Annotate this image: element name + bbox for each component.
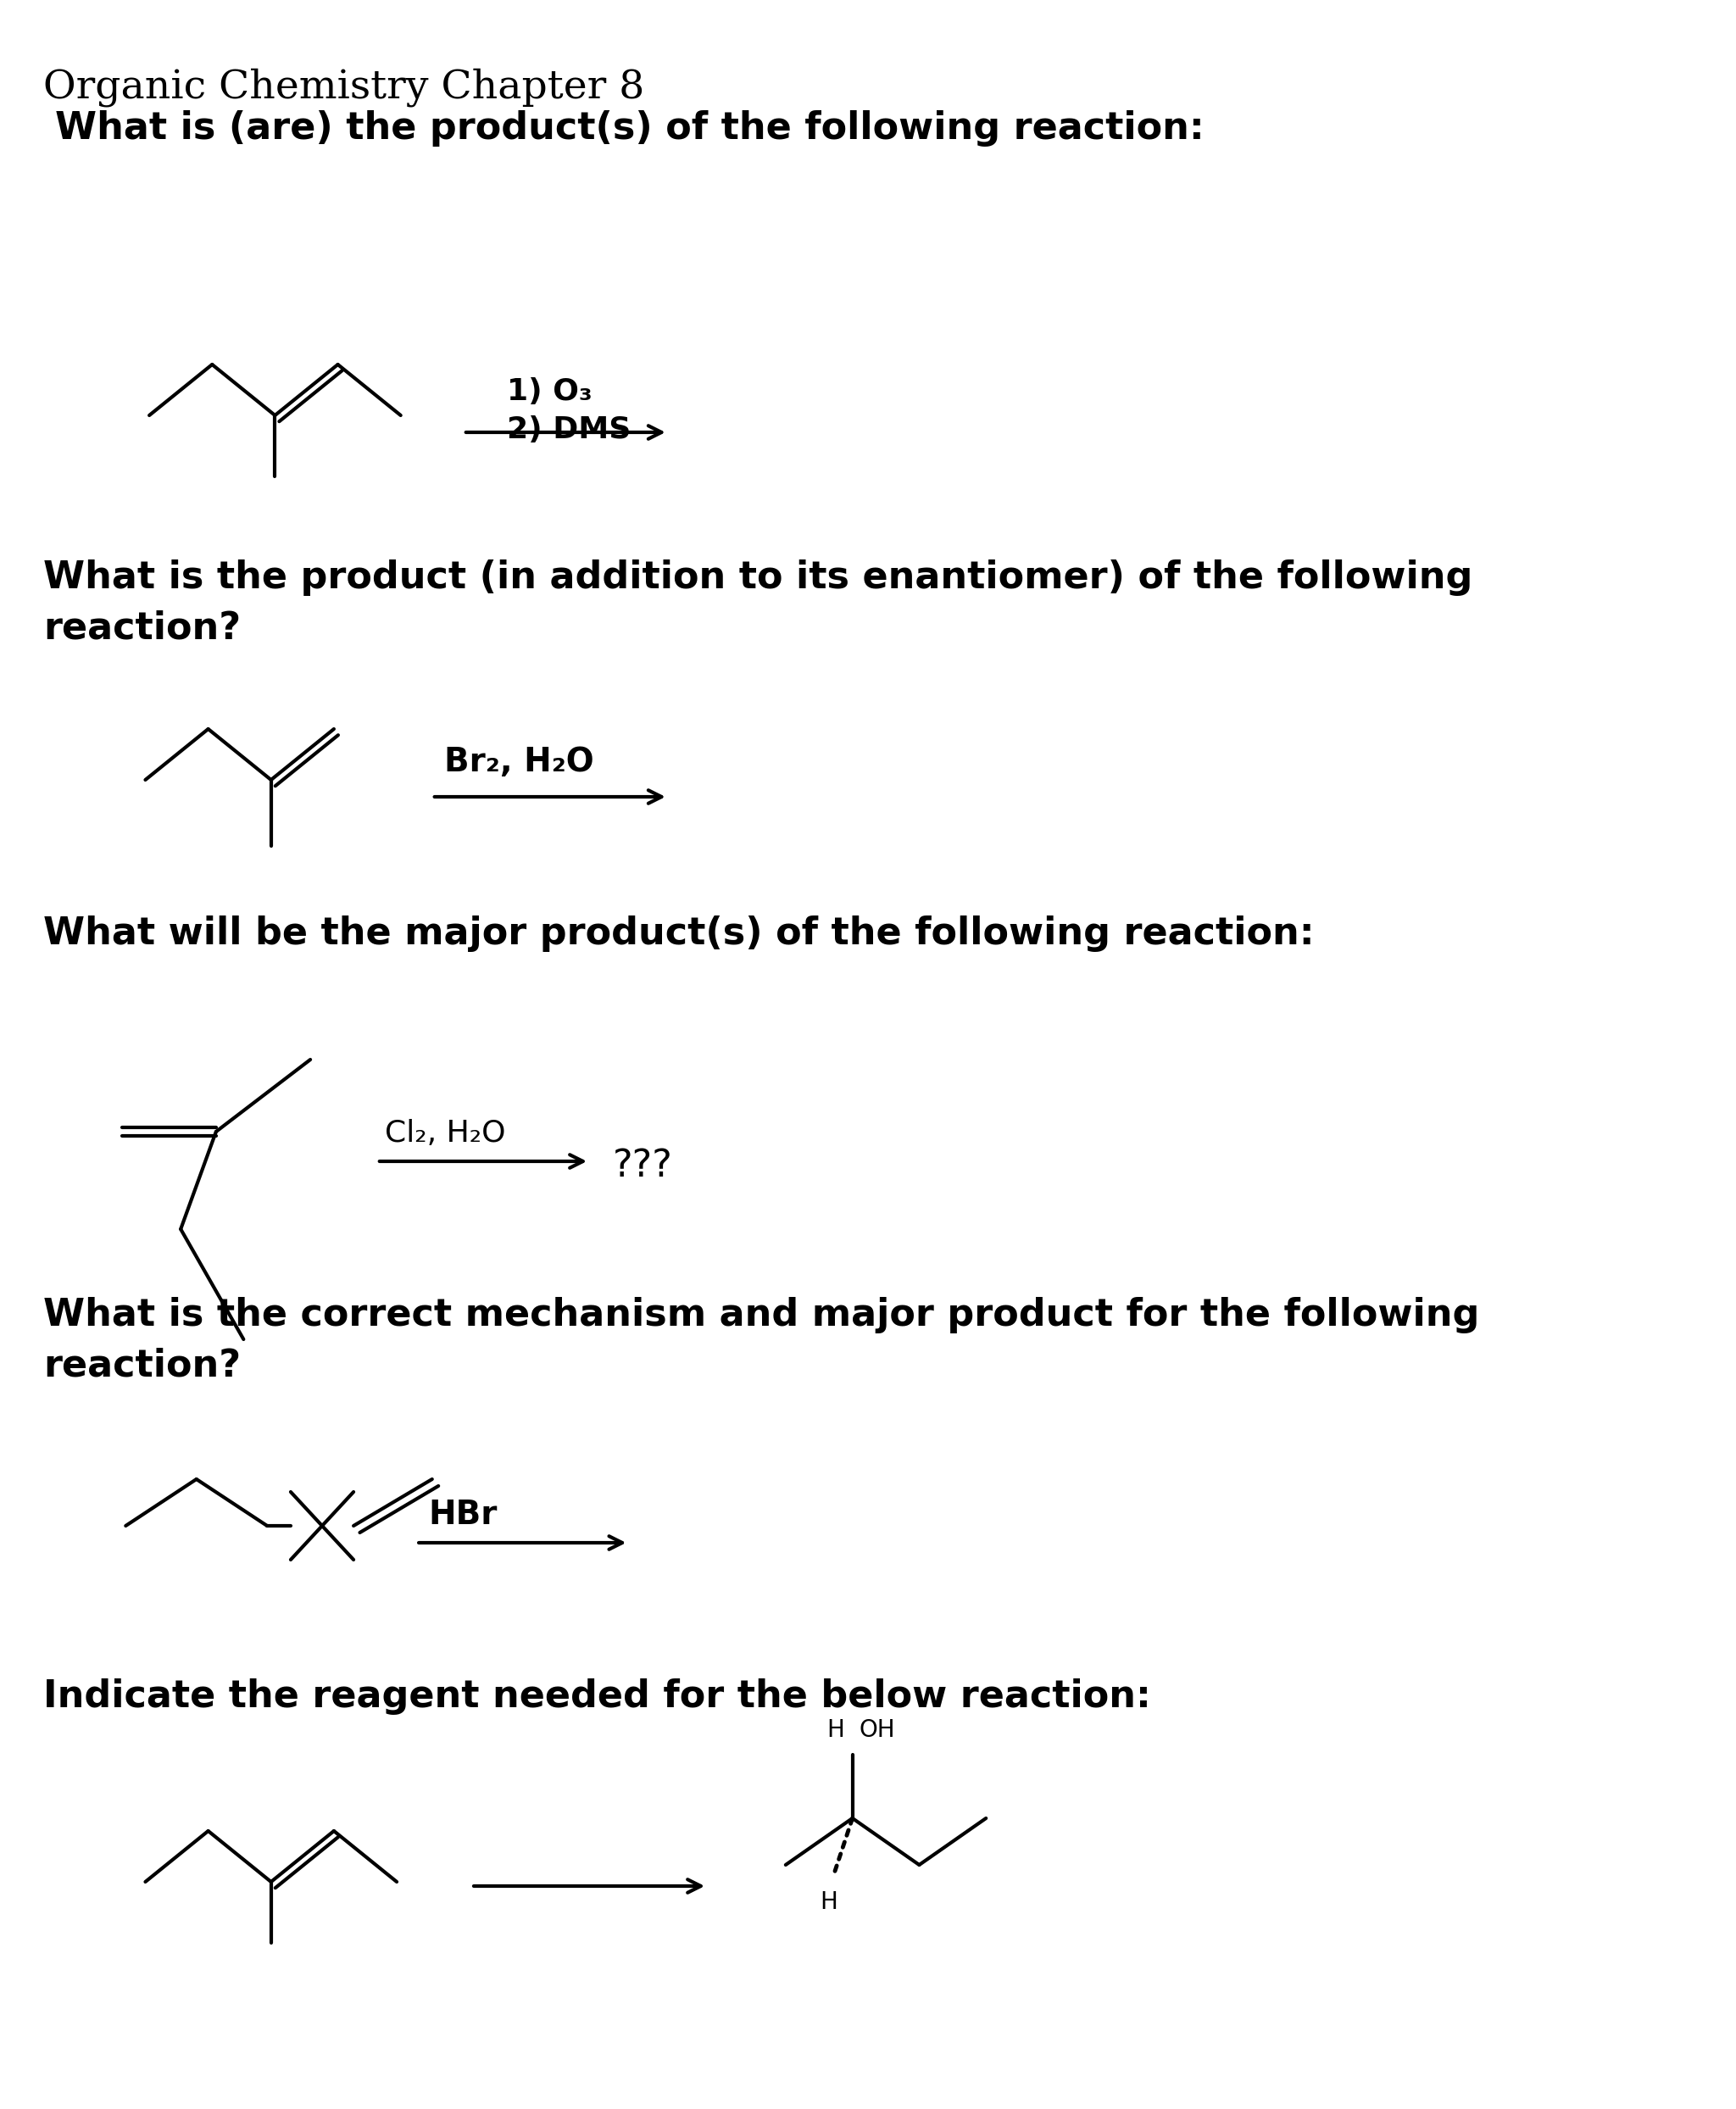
Text: What will be the major product(s) of the following reaction:: What will be the major product(s) of the… bbox=[43, 915, 1314, 951]
Text: Indicate the reagent needed for the below reaction:: Indicate the reagent needed for the belo… bbox=[43, 1679, 1151, 1715]
Text: What is (are) the product(s) of the following reaction:: What is (are) the product(s) of the foll… bbox=[56, 110, 1205, 148]
Text: OH: OH bbox=[859, 1719, 894, 1742]
Text: What is the product (in addition to its enantiomer) of the following: What is the product (in addition to its … bbox=[43, 559, 1472, 597]
Text: Organic Chemistry Chapter 8: Organic Chemistry Chapter 8 bbox=[43, 67, 644, 108]
Text: reaction?: reaction? bbox=[43, 1348, 241, 1384]
Text: reaction?: reaction? bbox=[43, 610, 241, 647]
Text: H: H bbox=[819, 1890, 838, 1915]
Text: Cl₂, H₂O: Cl₂, H₂O bbox=[385, 1120, 505, 1147]
Text: H: H bbox=[826, 1719, 844, 1742]
Text: 2) DMS: 2) DMS bbox=[507, 415, 630, 445]
Text: 1) O₃: 1) O₃ bbox=[507, 378, 592, 407]
Text: HBr: HBr bbox=[429, 1499, 496, 1531]
Text: What is the correct mechanism and major product for the following: What is the correct mechanism and major … bbox=[43, 1297, 1479, 1333]
Text: Br₂, H₂O: Br₂, H₂O bbox=[444, 747, 594, 778]
Text: ???: ??? bbox=[613, 1147, 674, 1183]
